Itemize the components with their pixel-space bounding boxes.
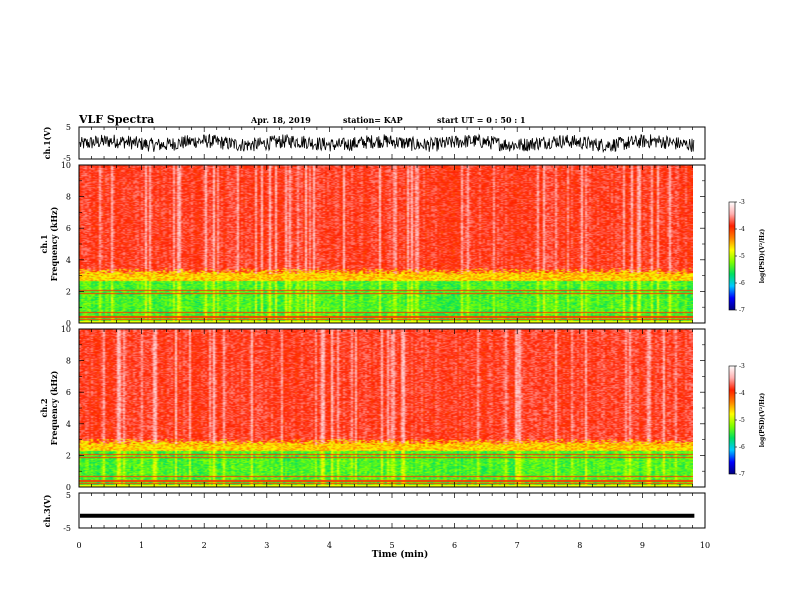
- x-tick-label: 2: [202, 541, 207, 550]
- start-time-label: start UT = 0 : 50 : 1: [437, 115, 526, 125]
- ch2-spectrogram-ticks: [78, 329, 706, 487]
- ch3-ytick-5: 5: [66, 491, 71, 500]
- y-tick-label: 6: [66, 224, 71, 233]
- ch1-colorbar: -3 -4 -5 -6 -7 log(PSD)(V²/Hz): [728, 199, 766, 314]
- y-tick-label: 2: [66, 451, 71, 460]
- x-tick-label: 1: [139, 541, 144, 550]
- colorbar-tick-label: -3: [739, 199, 745, 206]
- ch2-spectrogram-yticks: 0 2 4 6 8 10: [61, 325, 705, 492]
- date-label: Apr. 18, 2019: [250, 115, 311, 125]
- ch2-colorbar-ticks: -3 -4 -5 -6 -7: [735, 363, 745, 478]
- ch1-colorbar-ticks: -3 -4 -5 -6 -7: [735, 199, 745, 314]
- colorbar-tick-label: -4: [739, 390, 745, 397]
- ch1-ytick-5: 5: [66, 123, 71, 132]
- colorbar-tick-label: -7: [739, 471, 745, 478]
- colorbar-tick-label: -7: [739, 307, 745, 314]
- x-tick-label: 3: [264, 541, 269, 550]
- x-tick-label: 8: [577, 541, 582, 550]
- ch1-waveform-panel: 5 -5 ch.1(V): [42, 123, 706, 163]
- y-tick-label: 0: [66, 483, 71, 492]
- colorbar-tick-label: -6: [739, 280, 745, 287]
- ch1-spectrogram-ylabel: Frequency (kHz): [49, 206, 59, 281]
- colorbar-tick-label: -6: [739, 444, 745, 451]
- ch1-spectrogram-yticks: 0 2 4 6 8 10: [61, 161, 705, 328]
- ch2-spectrogram-ylabel: Frequency (kHz): [49, 370, 59, 445]
- y-tick-label: 10: [61, 161, 71, 170]
- y-tick-label: 6: [66, 388, 71, 397]
- colorbar-tick-label: -5: [739, 417, 745, 424]
- y-tick-label: 8: [66, 357, 71, 366]
- ch1-waveform-ylabel: ch.1(V): [42, 126, 52, 159]
- colorbar-tick-label: -3: [739, 363, 745, 370]
- y-tick-label: 10: [61, 325, 71, 334]
- x-tick-labels: 0 1 2 3 4 5 6 7 8 9 10: [76, 541, 710, 550]
- ch1-waveform-ticks: [78, 127, 706, 159]
- ch2-spectrogram-image: [79, 329, 693, 487]
- ch2-colorbar: -3 -4 -5 -6 -7 log(PSD)(V²/Hz): [728, 363, 766, 478]
- ch3-ytick-neg5: -5: [63, 524, 71, 533]
- figure-title: VLF Spectra: [78, 113, 154, 126]
- ch3-waveform-panel: 5 -5 ch.3(V): [42, 491, 706, 533]
- x-axis-label: Time (min): [372, 549, 429, 560]
- x-tick-label: 4: [327, 541, 332, 550]
- x-tick-label: 9: [640, 541, 645, 550]
- x-tick-label: 10: [700, 541, 710, 550]
- colorbar-tick-label: -4: [739, 226, 745, 233]
- station-label: station= KAP: [343, 115, 403, 125]
- x-tick-label: 5: [389, 541, 394, 550]
- ch1-spectrogram-channel-label: ch.1: [39, 234, 49, 253]
- ch1-waveform-trace: [79, 133, 695, 154]
- y-tick-label: 4: [66, 256, 71, 265]
- ch1-ytick-neg5: -5: [63, 154, 71, 163]
- ch1-spectrogram-ticks: [78, 165, 706, 323]
- ch2-colorbar-gradient: [728, 365, 736, 475]
- ch1-colorbar-gradient: [728, 201, 736, 311]
- ch1-spectrogram-image: [79, 165, 693, 323]
- y-tick-label: 2: [66, 287, 71, 296]
- y-tick-label: 8: [66, 193, 71, 202]
- ch3-waveform-frame: [78, 492, 706, 529]
- x-tick-label: 0: [76, 541, 81, 550]
- x-tick-label: 7: [515, 541, 520, 550]
- y-tick-label: 0: [66, 319, 71, 328]
- y-tick-label: 4: [66, 420, 71, 429]
- ch2-spectrogram-panel: 0 2 4 6 8 10 ch.2 Frequency (kHz): [39, 325, 706, 492]
- x-tick-label: 6: [452, 541, 457, 550]
- ch3-waveform-ticks: [78, 493, 706, 528]
- ch3-waveform-ylabel: ch.3(V): [42, 494, 52, 527]
- ch1-spectrogram-panel: 0 2 4 6 8 10 ch.1 Frequency (kHz): [39, 161, 706, 328]
- ch2-colorbar-label: log(PSD)(V²/Hz): [759, 393, 766, 448]
- ch1-colorbar-label: log(PSD)(V²/Hz): [759, 229, 766, 284]
- ch2-spectrogram-channel-label: ch.2: [39, 398, 49, 417]
- colorbar-tick-label: -5: [739, 253, 745, 260]
